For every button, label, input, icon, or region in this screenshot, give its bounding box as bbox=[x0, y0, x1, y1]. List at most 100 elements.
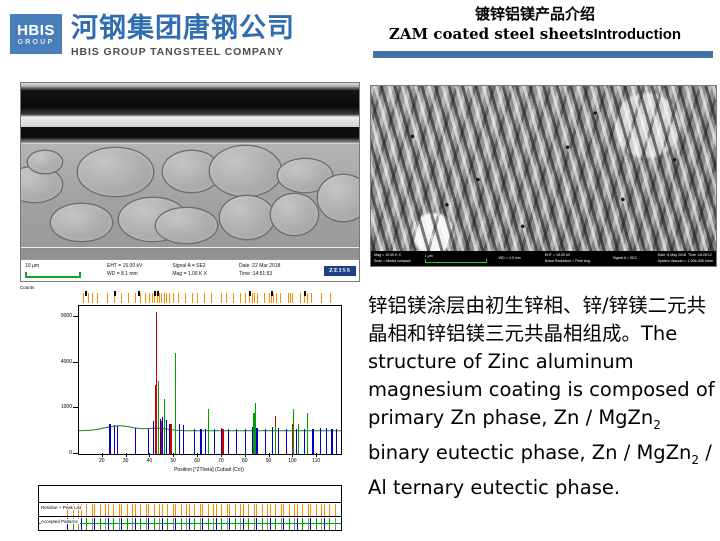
description-sub-2: 2 bbox=[691, 452, 700, 467]
chart-peak-marker-strip bbox=[78, 291, 340, 303]
chart-peak bbox=[109, 424, 111, 454]
chart-peak bbox=[116, 425, 118, 454]
chart-peak bbox=[179, 424, 181, 454]
chart-peak bbox=[164, 399, 166, 454]
chart-x-tick-label: 110 bbox=[312, 458, 321, 464]
sem-left-mag: Mag = 1.00 K X bbox=[172, 270, 207, 277]
chart-legend-label: Accepted Patterns bbox=[41, 519, 80, 524]
chart-x-tick-label: 100 bbox=[288, 458, 297, 464]
chart-peak bbox=[304, 428, 306, 454]
chart-peak bbox=[292, 409, 295, 454]
chart-peak bbox=[174, 352, 177, 454]
chart-peak bbox=[251, 427, 253, 454]
chart-peak bbox=[275, 426, 277, 454]
chart-peak bbox=[200, 428, 202, 454]
chart-x-tick-label: 60 bbox=[194, 458, 200, 464]
sem-left-scale-cell: 10 µm bbox=[21, 263, 85, 279]
cross-section-sem-image: 10 µm EHT = 15.00 kV WD = 8.1 mm Signal … bbox=[20, 82, 360, 282]
scale-bar-icon bbox=[25, 272, 81, 279]
sem-right-date-time: Date :6 May 2018 Time :18:28:12 bbox=[658, 253, 713, 259]
chart-peak bbox=[307, 413, 309, 454]
sem-left-date: Date :22 Mar 2018 bbox=[238, 263, 281, 269]
chart-peak bbox=[170, 424, 172, 454]
sem-left-time: Time :14:51:53 bbox=[238, 270, 273, 277]
chart-x-tick-label: 40 bbox=[146, 458, 153, 464]
sem-left-datetime-cell: Date :22 Mar 2018 Time :14:51:53 bbox=[235, 263, 284, 278]
chart-peak bbox=[312, 428, 314, 454]
chart-legend-row[interactable]: Residue + Peak List bbox=[39, 502, 341, 517]
chart-peak bbox=[213, 428, 215, 454]
sem-left-signal: Signal A = SE2 bbox=[172, 263, 206, 269]
chart-peak bbox=[152, 421, 155, 454]
sem-left-signal-cell: Signal A = SE2 Mag = 1.00 K X bbox=[168, 263, 211, 278]
chart-peak bbox=[157, 381, 159, 454]
sem-right-datetime-cell: Date :6 May 2018 Time :18:28:12 System V… bbox=[655, 253, 716, 264]
chart-peak bbox=[135, 427, 137, 454]
sem-right-beam-cell: EHT = 15.00 kV Noise Reduction = Pixel A… bbox=[542, 253, 594, 264]
sem-right-scan: Scan = Media compact bbox=[374, 258, 411, 263]
chart-peak bbox=[331, 428, 333, 454]
chart-y-tick-label: 1000 bbox=[60, 404, 72, 411]
description-en-3: / Al ternary eutectic phase. bbox=[368, 440, 712, 499]
sem-right-scale-label: 1 µm bbox=[424, 253, 433, 258]
chart-x-tick-label: 30 bbox=[122, 458, 129, 464]
logo-mark-secondary: GROUP bbox=[17, 38, 55, 46]
sem-right-date: Date :6 May 2018 bbox=[657, 252, 686, 257]
chart-y-axis-title: Counts bbox=[20, 285, 35, 290]
page-title-en-bold: Introduction bbox=[593, 26, 682, 43]
sem-right-wd: WD = 4.0 mm bbox=[498, 255, 521, 260]
chart-legend-marks bbox=[39, 503, 341, 517]
chart-x-tick-label: 90 bbox=[265, 458, 272, 464]
sem-left-wd: WD = 8.1 mm bbox=[107, 270, 138, 277]
chart-peak bbox=[286, 428, 288, 454]
logo-company-text: 河钢集团唐钢公司 HBIS GROUP TANGSTEEL COMPANY bbox=[71, 13, 295, 59]
company-name-cn: 河钢集团唐钢公司 bbox=[71, 13, 295, 44]
description-cn: 锌铝镁涂层由初生锌相、锌/锌镁二元共晶相和锌铝镁三元共晶相组成。 bbox=[368, 294, 707, 345]
sem-right-wd-cell: WD = 4.0 mm bbox=[496, 256, 524, 262]
chart-peak bbox=[147, 428, 149, 454]
chart-y-tick-marks bbox=[72, 299, 78, 459]
chart-peak bbox=[208, 409, 210, 454]
sem-left-beam-cell: EHT = 15.00 kV WD = 8.1 mm bbox=[103, 263, 146, 278]
chart-peak bbox=[161, 421, 163, 454]
chart-peak bbox=[165, 419, 168, 454]
sem-right-signal: Signal A = SE2 bbox=[612, 255, 637, 260]
chart-legend-row[interactable]: Accepted Patterns bbox=[39, 516, 341, 531]
slide-title: 镀锌铝镁产品介绍 ZAM coated steel sheetsIntroduc… bbox=[360, 4, 710, 45]
chart-legend-box: Residue + Peak List Accepted Patterns bbox=[38, 485, 342, 531]
sem-right-signal-cell: Signal A = SE2 bbox=[610, 256, 640, 262]
sem-bright-interlayer bbox=[21, 116, 359, 127]
page-title-en-serif: ZAM coated steel sheets bbox=[388, 25, 594, 43]
company-name-en: HBIS GROUP TANGSTEEL COMPANY bbox=[71, 46, 284, 58]
chart-peak bbox=[193, 428, 195, 454]
chart-x-tick-labels: 20 30 40 50 60 70 80 90 100 110 bbox=[78, 455, 340, 467]
title-divider-rule bbox=[373, 51, 713, 58]
sem-right-info-bar: Mag = 10.00 K X Scan = Media compact 1 µ… bbox=[371, 251, 716, 266]
chart-y-tick-label: 0 bbox=[69, 450, 72, 456]
sem-dark-interlayer bbox=[21, 126, 359, 145]
page-title-cn: 镀锌铝镁产品介绍 bbox=[474, 5, 595, 23]
chart-peak bbox=[274, 415, 276, 454]
chart-peak bbox=[159, 418, 161, 454]
chart-peak bbox=[325, 427, 327, 454]
chart-peak bbox=[277, 427, 280, 454]
sem-left-info-bar: 10 µm EHT = 15.00 kV WD = 8.1 mm Signal … bbox=[21, 259, 359, 281]
chart-plot-area bbox=[78, 305, 342, 455]
slide-header: HBIS GROUP 河钢集团唐钢公司 HBIS GROUP TANGSTEEL… bbox=[0, 0, 720, 78]
chart-peak bbox=[253, 413, 255, 454]
hbis-logo-mark: HBIS GROUP bbox=[10, 14, 62, 54]
chart-peak bbox=[154, 384, 157, 454]
chart-peak bbox=[319, 428, 321, 454]
chart-x-tick-label: 80 bbox=[241, 458, 248, 464]
chart-peak bbox=[298, 424, 300, 454]
sem-right-mag-cell: Mag = 10.00 K X Scan = Media compact bbox=[371, 253, 414, 264]
description-en-1: The structure of Zinc aluminum magnesium… bbox=[368, 322, 715, 429]
xrd-diffractogram: Counts 0 1000 4000 9000 20 30 40 50 60 70 80 90 100… bbox=[20, 285, 358, 533]
chart-background-curve bbox=[79, 306, 341, 454]
zeiss-logo: ZEISS bbox=[323, 265, 356, 276]
chart-y-tick-label: 9000 bbox=[60, 312, 72, 319]
hbis-logo: HBIS GROUP 河钢集团唐钢公司 HBIS GROUP TANGSTEEL… bbox=[10, 14, 295, 58]
chart-peak bbox=[295, 428, 297, 454]
chart-legend-marks bbox=[39, 517, 341, 531]
description-text: 锌铝镁涂层由初生锌相、锌/锌镁二元共晶相和锌铝镁三元共晶相组成。The stru… bbox=[368, 292, 716, 502]
